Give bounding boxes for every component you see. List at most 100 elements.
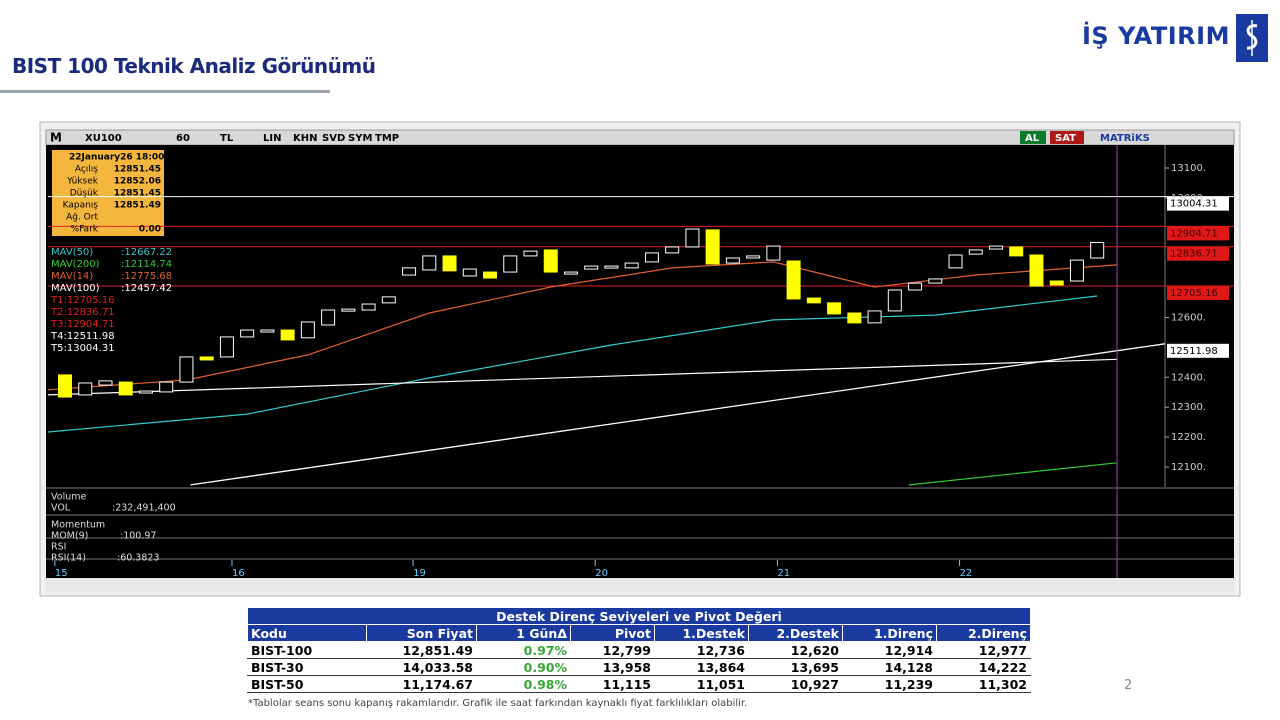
ma-value: :12457.42 (121, 283, 172, 294)
level-label: T4:12511.98 (50, 331, 115, 342)
moving-average-line (47, 358, 1118, 396)
candle-body (928, 278, 943, 284)
candle-body (78, 382, 93, 396)
info-label: Yüksek (66, 177, 99, 187)
table-header: 1 GünΔ (476, 624, 571, 642)
table-cell: 12,620 (748, 641, 843, 659)
level-badge (1167, 286, 1229, 301)
candle-body (179, 356, 194, 383)
panel-value: :60.3823 (117, 553, 160, 564)
candle-body (827, 302, 842, 315)
level-badge-value: 13004.31 (1170, 199, 1218, 210)
candle-body (118, 381, 133, 396)
info-label: Düşük (70, 189, 99, 199)
table-cell: 0.97% (476, 641, 571, 659)
candle-body (321, 309, 336, 326)
candle-body (1090, 241, 1105, 259)
table-cell: BIST-30 (247, 658, 367, 676)
panel-title: Momentum (51, 520, 105, 531)
page-number: 2 (1124, 678, 1133, 693)
logo-icon (1236, 14, 1268, 62)
level-badge (1167, 226, 1229, 241)
ma-value: :12114.74 (121, 259, 172, 270)
info-value: 0.00 (139, 225, 161, 235)
brand: MATRiKS (1100, 133, 1150, 144)
moving-average-line (47, 295, 1098, 433)
candle-body (685, 228, 700, 248)
candle-body (1049, 280, 1064, 286)
candle-body (867, 310, 882, 324)
level-badge-value: 12904.71 (1170, 228, 1218, 239)
trend-line (190, 343, 1166, 486)
candle-body (624, 262, 639, 269)
info-value: 12851.49 (114, 201, 161, 211)
toolbar-item: SVD (322, 133, 345, 144)
chart-window: M XU100 60 TL LIN KHN SVD SYM TMP AL SAT MATRiKS 22J… (39, 121, 1241, 597)
level-label: T5:13004.31 (50, 343, 115, 354)
candle-body (665, 246, 680, 254)
panel-label: MOM(9) (51, 531, 88, 542)
candle-body (563, 271, 578, 275)
table-header: Pivot (570, 624, 655, 642)
level-badge (1167, 196, 1229, 211)
candle-body (1009, 246, 1024, 257)
table-header: 1.Direnç (842, 624, 937, 642)
info-label: %Fark (71, 225, 99, 235)
levels-table: Destek Direnç Seviyeleri ve Pivot Değeri… (247, 607, 1031, 693)
info-label: Kapanış (63, 201, 99, 211)
candle-body (887, 289, 902, 312)
candle-body (989, 245, 1004, 250)
candle-body (503, 255, 518, 273)
x-tick-label: 16 (232, 568, 245, 579)
slide-title: BIST 100 Teknik Analiz Görünümü (12, 54, 376, 78)
table-cell: 12,977 (936, 641, 1031, 659)
candle-body (341, 308, 356, 312)
level-badge (1167, 343, 1229, 358)
level-badge-value: 12705.16 (1170, 288, 1218, 299)
table-cell: 14,128 (842, 658, 937, 676)
toolbar-item: 60 (176, 133, 190, 144)
sell-button-label: SAT (1055, 133, 1076, 144)
candle-body (98, 380, 113, 386)
logo-text: İŞ YATIRIM (1082, 22, 1230, 50)
moving-average-line (47, 261, 1118, 391)
toolbar-item: XU100 (85, 133, 122, 144)
level-badge-value: 12511.98 (1170, 346, 1218, 357)
x-tick-label: 15 (55, 568, 68, 579)
table-cell: 13,958 (570, 658, 655, 676)
y-tick-label: 12200. (1171, 432, 1206, 443)
table-cell: 13,695 (748, 658, 843, 676)
info-box (52, 150, 164, 236)
ma-value: :12667.22 (121, 247, 172, 258)
table-cell: 11,239 (842, 675, 937, 693)
info-label: Açılış (75, 165, 98, 175)
toolbar-item: SYM (348, 133, 372, 144)
candle-body (786, 260, 801, 300)
candle-body (280, 329, 295, 341)
panel-value: :100.97 (120, 531, 156, 542)
candle-body (1029, 254, 1044, 287)
table-cell: 14,222 (936, 658, 1031, 676)
toolbar-item: M (50, 131, 62, 145)
x-tick-label: 20 (595, 568, 608, 579)
x-tick-label: 19 (413, 568, 426, 579)
table-cell: 12,736 (654, 641, 749, 659)
candle-body (523, 250, 538, 257)
moving-average-line (908, 462, 1118, 486)
panel-label: VOL (51, 503, 71, 514)
candle-body (725, 257, 740, 264)
info-value: 12851.45 (114, 189, 161, 199)
ma-name: MAV(100) (51, 283, 100, 294)
candle-body (584, 265, 599, 270)
table-cell: BIST-50 (247, 675, 367, 693)
table-header: Son Fiyat (366, 624, 477, 642)
panel-label: RSI(14) (51, 553, 86, 564)
table-cell: 13,864 (654, 658, 749, 676)
candle-body (219, 336, 234, 358)
candle-body (806, 297, 821, 304)
panel-title: RSI (51, 542, 66, 553)
candle-body (381, 296, 396, 304)
table-cell: 12,799 (570, 641, 655, 659)
candle-body (300, 321, 315, 339)
